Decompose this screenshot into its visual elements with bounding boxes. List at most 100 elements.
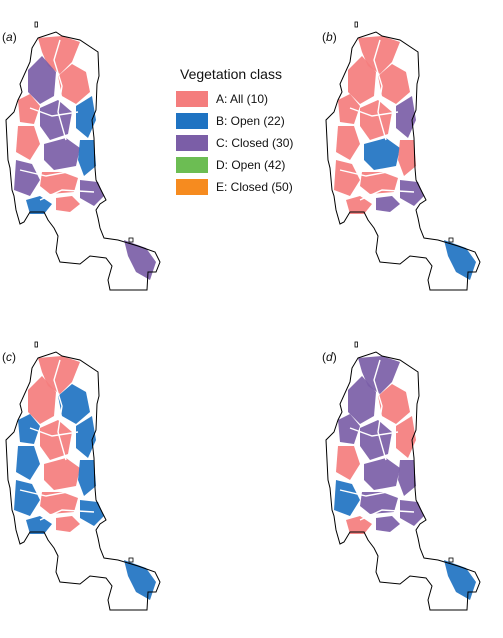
vegetation-region (444, 560, 476, 600)
legend-item: C: Closed (30) (176, 132, 326, 154)
vegetation-region (58, 384, 90, 424)
park-boundary (325, 31, 481, 291)
legend-items: A: All (10) B: Open (22) C: Closed (30) D: … (176, 88, 326, 198)
vegetation-region (40, 100, 72, 140)
legend-item: E: Closed (50) (176, 176, 326, 198)
map-panel-c (5, 341, 161, 611)
legend-label: D: Open (42) (216, 158, 286, 172)
vegetation-region (14, 160, 40, 196)
clearing-line (373, 39, 387, 141)
vegetation-region (28, 56, 56, 104)
vegetation-region (364, 458, 400, 490)
clearing-line (349, 427, 399, 437)
vegetation-region (56, 196, 80, 212)
vegetation-region (376, 196, 400, 212)
island-marker (34, 21, 38, 28)
legend-label: E: Closed (50) (216, 180, 293, 194)
panel-label-d: (d) (322, 350, 337, 364)
park-boundary (5, 351, 161, 611)
vegetation-region (334, 160, 360, 196)
clearing-line (349, 107, 399, 117)
vegetation-region (16, 126, 40, 160)
clearing-line (339, 489, 399, 497)
panel-label-b: (b) (322, 30, 337, 44)
vegetation-region (124, 560, 156, 600)
vegetation-region (18, 414, 40, 444)
vegetation-region (80, 180, 104, 206)
enclave-marker (448, 557, 454, 563)
legend-label: A: All (10) (216, 92, 269, 106)
vegetation-region (44, 458, 80, 490)
legend-item: A: All (10) (176, 88, 326, 110)
legend-swatch (176, 157, 208, 173)
vegetation-region (360, 100, 392, 140)
vegetation-region (18, 94, 40, 124)
legend-swatch (176, 135, 208, 151)
vegetation-region (360, 492, 398, 514)
map-panel-d (325, 341, 481, 611)
vegetation-region (14, 480, 40, 516)
clearing-line (39, 509, 95, 521)
map-panel-a (5, 21, 161, 291)
vegetation-region (76, 96, 96, 138)
enclave-marker (128, 557, 134, 563)
legend-title: Vegetation class (180, 66, 282, 82)
vegetation-region (40, 172, 78, 194)
vegetation-region (78, 140, 96, 176)
clearing-line (359, 189, 415, 201)
vegetation-region (124, 240, 156, 280)
vegetation-region (56, 516, 80, 532)
vegetation-region (400, 500, 424, 526)
vegetation-region (44, 138, 80, 170)
vegetation-region (348, 376, 376, 424)
clearing-line (29, 427, 79, 437)
clearing-line (373, 359, 387, 461)
panel-label-a: (a) (2, 30, 17, 44)
island-marker (34, 341, 38, 348)
enclave-marker (448, 237, 454, 243)
vegetation-region (26, 516, 52, 534)
vegetation-region (398, 140, 416, 176)
clearing-line (359, 509, 415, 521)
vegetation-region (396, 416, 416, 458)
vegetation-region (346, 196, 372, 214)
vegetation-region (338, 94, 360, 124)
legend-swatch (176, 113, 208, 129)
panel-label-c: (c) (2, 350, 16, 364)
vegetation-region (16, 446, 40, 480)
clearing-line (39, 189, 95, 201)
vegetation-region (360, 172, 398, 194)
legend-label: C: Closed (30) (216, 136, 294, 150)
vegetation-region (398, 460, 416, 496)
vegetation-region (400, 180, 424, 206)
clearing-line (19, 489, 79, 497)
clearing-line (53, 359, 67, 461)
vegetation-region (76, 416, 96, 458)
vegetation-region (80, 500, 104, 526)
map-panel-b (325, 21, 481, 291)
vegetation-region (40, 492, 78, 514)
vegetation-region (26, 196, 52, 214)
island-marker (354, 341, 358, 348)
vegetation-region (334, 480, 360, 516)
legend-swatch (176, 91, 208, 107)
vegetation-region (78, 460, 96, 496)
vegetation-region (346, 516, 372, 534)
legend-swatch (176, 179, 208, 195)
vegetation-region (348, 56, 376, 104)
vegetation-region (396, 96, 416, 138)
clearing-line (339, 169, 399, 177)
clearing-line (53, 39, 67, 141)
park-boundary (325, 351, 481, 611)
legend-label: B: Open (22) (216, 114, 285, 128)
legend-item: D: Open (42) (176, 154, 326, 176)
vegetation-region (58, 64, 90, 104)
vegetation-region (338, 414, 360, 444)
vegetation-region (364, 138, 400, 170)
vegetation-region (444, 240, 476, 280)
clearing-line (19, 169, 79, 177)
vegetation-region (40, 420, 72, 460)
vegetation-region (360, 420, 392, 460)
vegetation-region (28, 376, 56, 424)
